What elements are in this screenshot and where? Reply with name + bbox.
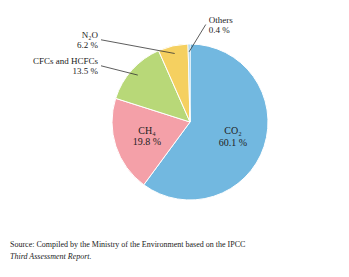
labels: CO₂60.1 % CH₄19.8 % N₂O6.2 % CFCs and HCFCs… xyxy=(33,15,247,148)
slice-label-name: CO₂ xyxy=(224,125,241,136)
slice-label-name: CFCs and HCFCs xyxy=(33,56,99,66)
leader-line xyxy=(101,40,175,54)
leader-line xyxy=(101,66,138,75)
slice-label-value: 19.8 % xyxy=(133,136,161,147)
slice-label-value: 60.1 % xyxy=(219,137,247,148)
pie xyxy=(112,44,268,200)
pie-slice xyxy=(188,44,190,122)
annotation: Source: Compiled by the Ministry of the … xyxy=(10,240,245,249)
slice-label-name: N₂O xyxy=(82,30,99,40)
slice-label-value: 13.5 % xyxy=(73,66,99,76)
slice-label: N₂O6.2 % xyxy=(77,30,99,50)
slice-label: Others0.4 % xyxy=(209,15,233,35)
pie-slice xyxy=(159,44,190,122)
slice-label-value: 6.2 % xyxy=(77,40,99,50)
slice-label: CO₂60.1 % xyxy=(219,125,247,147)
slice-label-name: CH₄ xyxy=(138,125,156,136)
annotation: Third Assessment Report. xyxy=(10,252,92,261)
slice-label: CH₄19.8 % xyxy=(133,125,161,148)
slice-label-value: 0.4 % xyxy=(209,25,231,35)
slice-label: CFCs and HCFCs13.5 % xyxy=(33,56,99,76)
slice-label-name: Others xyxy=(209,15,233,25)
chart: CO₂60.1 % CH₄19.8 % N₂O6.2 % CFCs and HCFCs… xyxy=(0,0,349,277)
leader-line xyxy=(189,25,206,52)
